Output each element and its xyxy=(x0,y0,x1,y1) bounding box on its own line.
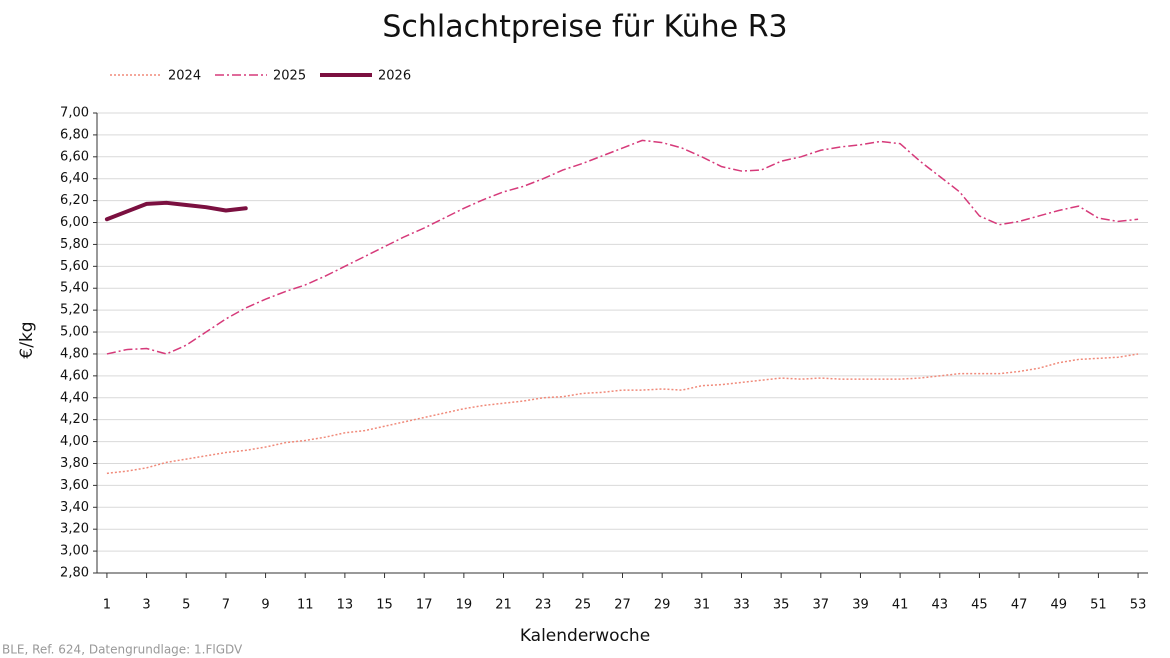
x-tick-label: 23 xyxy=(535,598,552,613)
x-tick-label: 13 xyxy=(337,598,354,613)
x-tick-label: 21 xyxy=(495,598,512,613)
x-tick-label: 35 xyxy=(773,598,790,613)
y-tick-label: 6,60 xyxy=(60,149,89,164)
series-line xyxy=(106,353,1139,475)
y-tick-label: 3,40 xyxy=(60,500,89,515)
x-tick-label: 7 xyxy=(222,598,230,613)
x-tick-label: 39 xyxy=(852,598,869,613)
x-tick-label: 19 xyxy=(456,598,473,613)
x-tick-label: 5 xyxy=(182,598,190,613)
x-tick-label: 1 xyxy=(103,598,111,613)
y-tick-label: 5,80 xyxy=(60,237,89,252)
chart-title: Schlachtpreise für Kühe R3 xyxy=(382,10,787,45)
y-tick-label: 4,80 xyxy=(60,346,89,361)
y-tick-label: 3,00 xyxy=(60,544,89,559)
x-tick-label: 17 xyxy=(416,598,433,613)
source-note: BLE, Ref. 624, Datengrundlage: 1.FlGDV xyxy=(2,643,243,657)
x-tick-label: 3 xyxy=(142,598,150,613)
legend-label: 2025 xyxy=(273,69,306,84)
y-tick-label: 6,20 xyxy=(60,193,89,208)
y-tick-label: 6,00 xyxy=(60,215,89,230)
y-axis-title: €/kg xyxy=(17,321,37,358)
series-line xyxy=(104,200,248,222)
x-axis-title: Kalenderwoche xyxy=(520,626,650,646)
x-tick-label: 37 xyxy=(813,598,830,613)
x-tick-label: 27 xyxy=(614,598,631,613)
x-tick-label: 51 xyxy=(1090,598,1107,613)
x-tick-label: 49 xyxy=(1050,598,1067,613)
x-tick-label: 25 xyxy=(575,598,592,613)
x-tick-label: 53 xyxy=(1130,598,1147,613)
x-tick-label: 29 xyxy=(654,598,671,613)
x-tick-label: 15 xyxy=(376,598,393,613)
series-line xyxy=(106,139,1139,355)
y-tick-label: 5,60 xyxy=(60,259,89,274)
y-tick-label: 5,00 xyxy=(60,325,89,340)
x-tick-label: 9 xyxy=(261,598,269,613)
y-tick-label: 3,20 xyxy=(60,522,89,537)
y-tick-label: 6,40 xyxy=(60,171,89,186)
y-tick-label: 5,20 xyxy=(60,303,89,318)
x-tick-label: 31 xyxy=(694,598,711,613)
y-tick-label: 3,60 xyxy=(60,478,89,493)
x-tick-label: 47 xyxy=(1011,598,1028,613)
x-tick-label: 33 xyxy=(733,598,750,613)
y-tick-label: 4,00 xyxy=(60,434,89,449)
x-tick-label: 43 xyxy=(932,598,949,613)
legend-label: 2026 xyxy=(378,69,411,84)
y-tick-label: 5,40 xyxy=(60,281,89,296)
y-tick-label: 6,80 xyxy=(60,127,89,142)
y-tick-label: 2,80 xyxy=(60,566,89,581)
x-tick-label: 11 xyxy=(297,598,314,613)
legend-label: 2024 xyxy=(168,69,201,84)
y-tick-label: 7,00 xyxy=(60,106,89,121)
y-tick-label: 4,20 xyxy=(60,412,89,427)
y-tick-label: 4,40 xyxy=(60,390,89,405)
y-tick-label: 4,60 xyxy=(60,368,89,383)
x-tick-label: 45 xyxy=(971,598,988,613)
x-tick-label: 41 xyxy=(892,598,909,613)
y-tick-label: 3,80 xyxy=(60,456,89,471)
